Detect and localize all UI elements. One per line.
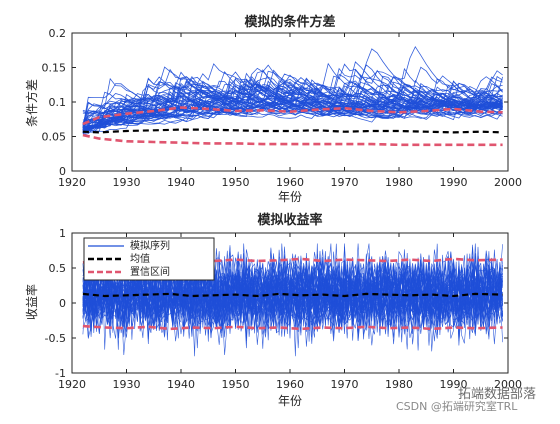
returns-y-tick-label: -0.5 — [45, 332, 66, 345]
variance-axis-ticks: 1920 1930 1940 1950 1960 1970 1980 1990 2000 0 0.0… — [42, 27, 523, 189]
legend-label-simulated: 模拟序列 — [130, 239, 170, 252]
variance-mean-line — [82, 128, 503, 134]
returns-x-tick-label: 1950 — [222, 378, 250, 391]
variance-simulated-path — [82, 45, 503, 134]
returns-y-tick-label: 1 — [59, 227, 66, 240]
returns-simulated-path — [82, 243, 503, 338]
variance-y-tick-label: 0 — [59, 165, 66, 178]
variance-x-tick-label: 1970 — [331, 176, 359, 189]
variance-x-tick-label: 1960 — [276, 176, 304, 189]
returns-simulated-path — [82, 255, 503, 342]
returns-x-tick-label: 1940 — [167, 378, 195, 391]
variance-y-tick-label: 0.15 — [42, 62, 67, 75]
legend-box — [83, 237, 215, 281]
variance-x-tick-label: 1930 — [113, 176, 141, 189]
returns-x-tick-label: 1980 — [385, 378, 413, 391]
variance-chart: 模拟的条件方差 条件方差 年份 1920 1930 1940 1950 1960 1970… — [24, 14, 522, 204]
variance-x-tick-label: 1990 — [440, 176, 468, 189]
variance-chart-title: 模拟的条件方差 — [244, 14, 335, 30]
watermark: 拓端数据部落 CSDN @拓端研究室TRL — [396, 387, 536, 413]
variance-simulated-path — [82, 80, 503, 131]
returns-axis-ticks: 1920 1930 1940 1950 1960 1970 1980 1990 2000 -1 -0… — [45, 227, 522, 391]
variance-x-tick-label: 1920 — [58, 176, 86, 189]
variance-simulated-path — [82, 69, 503, 131]
variance-summary-lines — [82, 106, 503, 147]
variance-simulated-path — [82, 93, 503, 132]
returns-x-tick-label: 1960 — [276, 378, 304, 391]
variance-y-tick-label: 0.2 — [49, 27, 67, 40]
variance-simulated-path — [82, 75, 503, 128]
returns-interval-lower-line — [82, 324, 503, 331]
returns-x-axis-label: 年份 — [278, 394, 302, 408]
returns-y-tick-label: -1 — [55, 367, 66, 380]
variance-x-tick-label: 1940 — [167, 176, 195, 189]
returns-simulated-path — [82, 243, 503, 357]
returns-x-tick-label: 1930 — [113, 378, 141, 391]
variance-x-tick-label: 1950 — [222, 176, 250, 189]
returns-x-tick-label: 1970 — [331, 378, 359, 391]
returns-y-tick-label: 0 — [59, 297, 66, 310]
variance-x-tick-label: 2000 — [494, 176, 522, 189]
returns-x-tick-label: 1990 — [440, 378, 468, 391]
variance-simulated-paths — [82, 45, 503, 135]
variance-interval-lower-line — [82, 133, 503, 147]
watermark-credit: CSDN @拓端研究室TRL — [396, 399, 518, 413]
returns-y-axis-label: 收益率 — [24, 284, 39, 320]
legend-label-interval: 置信区间 — [130, 265, 170, 278]
variance-simulated-path — [82, 80, 503, 129]
variance-y-axis-label: 条件方差 — [24, 79, 39, 127]
returns-mean-line — [82, 292, 503, 298]
variance-interval-upper-line — [82, 106, 503, 126]
returns-chart: 模拟收益率 收益率 年份 1920 1930 1940 1950 1960 1970 198… — [24, 212, 522, 408]
returns-x-tick-label: 1920 — [58, 378, 86, 391]
watermark-brand: 拓端数据部落 — [458, 387, 536, 402]
variance-simulated-path — [82, 81, 503, 133]
returns-legend: 模拟序列 均值 置信区间 — [83, 237, 215, 281]
variance-x-tick-label: 1980 — [385, 176, 413, 189]
variance-simulated-path — [82, 77, 503, 125]
variance-y-tick-label: 0.1 — [49, 96, 67, 109]
variance-x-axis-label: 年份 — [278, 190, 302, 204]
returns-x-tick-label: 2000 — [494, 378, 522, 391]
variance-simulated-path — [82, 83, 503, 125]
legend-label-mean: 均值 — [130, 252, 150, 265]
variance-y-tick-label: 0.05 — [42, 131, 67, 144]
returns-y-tick-label: 0.5 — [49, 262, 67, 275]
returns-simulated-path — [82, 243, 503, 333]
returns-simulated-path — [82, 244, 503, 339]
returns-chart-title: 模拟收益率 — [257, 212, 322, 228]
